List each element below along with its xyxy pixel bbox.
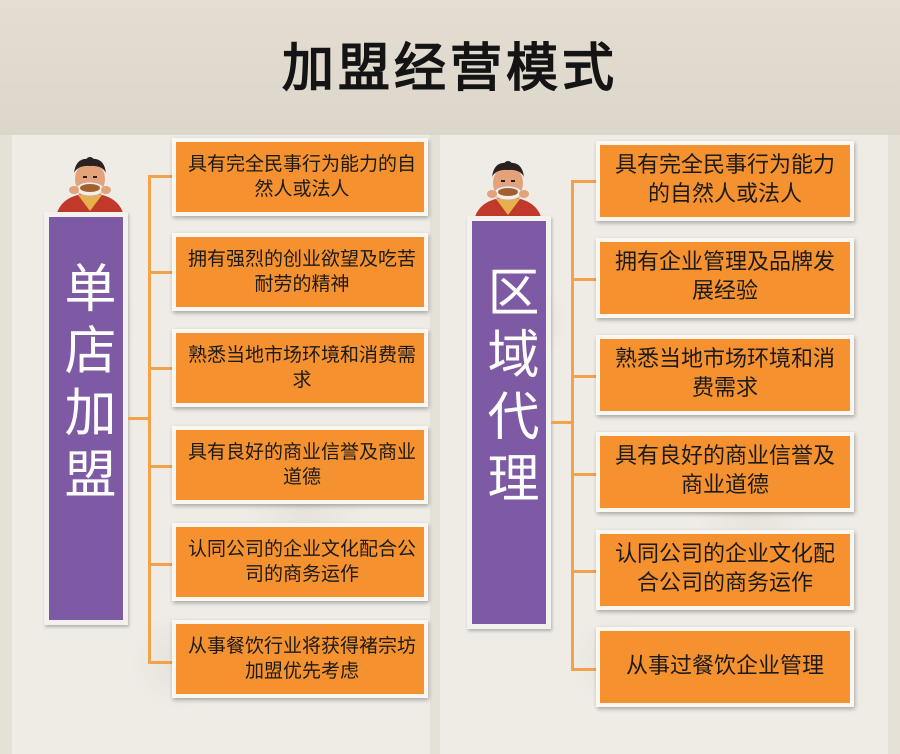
requirement-card-2: 拥有强烈的创业欲望及吃苦耐劳的精神 bbox=[172, 233, 428, 311]
connector-stem bbox=[551, 421, 573, 424]
single-store-panel: 单店加盟 具有完全民事行为能力的自然人或法人 拥有强烈的创业欲望及吃苦耐劳的精神… bbox=[0, 135, 440, 754]
connector-stem bbox=[128, 417, 150, 420]
connector-spine bbox=[148, 175, 151, 663]
requirement-card-6: 从事餐饮行业将获得褚宗坊加盟优先考虑 bbox=[172, 620, 428, 698]
requirement-card-2: 拥有企业管理及品牌发展经验 bbox=[596, 238, 854, 318]
connector-branch bbox=[571, 668, 601, 671]
requirement-card-1: 具有完全民事行为能力的自然人或法人 bbox=[596, 141, 854, 221]
single-store-label-box: 单店加盟 bbox=[44, 212, 128, 625]
regional-agent-label-box: 区域代理 bbox=[467, 216, 551, 629]
single-store-label: 单店加盟 bbox=[55, 261, 115, 509]
requirement-card-3: 熟悉当地市场环境和消费需求 bbox=[596, 335, 854, 415]
requirement-card-4: 具有良好的商业信誉及商业道德 bbox=[596, 432, 854, 512]
requirement-card-6: 从事过餐饮企业管理 bbox=[596, 627, 854, 707]
connector-branch bbox=[571, 180, 601, 183]
connector-branch bbox=[148, 661, 174, 664]
regional-agent-panel: 区域代理 具有完全民事行为能力的自然人或法人 拥有企业管理及品牌发展经验 熟悉当… bbox=[440, 135, 900, 754]
requirement-card-5: 认同公司的企业文化配合公司的商务运作 bbox=[596, 530, 854, 610]
connector-branch bbox=[571, 570, 601, 573]
connector-branch bbox=[148, 563, 174, 566]
connector-spine bbox=[571, 180, 574, 668]
connector-branch bbox=[148, 175, 174, 178]
requirement-card-3: 熟悉当地市场环境和消费需求 bbox=[172, 329, 428, 407]
connector-branch bbox=[571, 473, 601, 476]
connector-branch bbox=[148, 271, 174, 274]
header-band bbox=[0, 0, 900, 135]
connector-branch bbox=[148, 367, 174, 370]
requirement-card-5: 认同公司的企业文化配合公司的商务运作 bbox=[172, 523, 428, 601]
regional-agent-label: 区域代理 bbox=[478, 265, 538, 513]
mascot-icon bbox=[56, 157, 124, 217]
mascot-icon bbox=[474, 161, 542, 221]
connector-branch bbox=[571, 278, 601, 281]
requirement-card-1: 具有完全民事行为能力的自然人或法人 bbox=[172, 138, 428, 216]
page-title: 加盟经营模式 bbox=[281, 39, 618, 99]
connector-branch bbox=[571, 375, 601, 378]
connector-branch bbox=[148, 465, 174, 468]
requirement-card-4: 具有良好的商业信誉及商业道德 bbox=[172, 426, 428, 504]
